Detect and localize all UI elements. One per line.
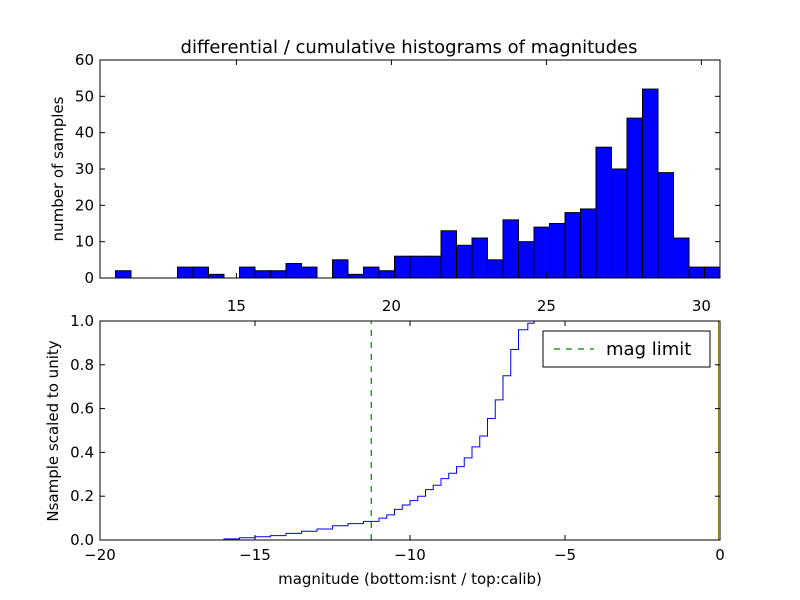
histogram-bar [704,266,721,279]
histogram-bar [363,266,380,279]
histogram-bar [394,255,411,279]
histogram-bar [239,266,256,279]
x-tick-label: 0 [715,546,725,564]
histogram-bar [285,262,302,279]
histogram-ticks: 0 10 20 30 40 50 60 15 20 25 30 [75,51,720,315]
y-tick-label: 0.2 [70,487,94,505]
histogram-bar [347,273,364,279]
y-tick-label: 50 [75,87,94,105]
cumulative-xlabel: magnitude (bottom:isnt / top:calib) [278,570,542,588]
histogram-bar [425,255,442,279]
histogram-bar [564,212,581,279]
histogram-bar [456,244,473,279]
y-tick-label: 20 [75,196,94,214]
histogram-bar [378,270,395,279]
histogram-bar [657,172,674,279]
histogram-bar [580,208,597,279]
histogram-bar [533,226,550,279]
histogram-ylabel: number of samples [49,96,67,241]
histogram-bar [332,259,349,279]
cumulative-lines [100,320,719,541]
histogram-bar [626,117,643,279]
histogram-title: differential / cumulative histograms of … [181,37,638,58]
histogram-bar [471,237,488,279]
y-tick-label: 0.6 [70,400,94,418]
legend: mag limit [542,330,711,368]
histogram-bar [595,146,612,279]
legend-label: mag limit [606,339,691,360]
histogram-bar [611,168,628,279]
histogram-bar [409,255,426,279]
histogram-frame [99,59,721,279]
y-tick-label: 0.0 [70,531,94,549]
histogram-bar [642,88,659,279]
histogram-bar [549,223,566,279]
histogram-bar [518,241,535,279]
x-tick-label: −10 [394,546,426,564]
x-tick-label: 25 [537,297,556,315]
histogram-bar [502,219,519,279]
histogram-bar [301,266,318,279]
histogram-bars [115,88,721,279]
y-tick-label: 1.0 [70,312,94,330]
y-tick-label: 0 [84,269,94,287]
y-tick-label: 60 [75,51,94,69]
histogram-panel: differential / cumulative histograms of … [49,37,721,315]
histogram-bar [254,270,271,279]
histogram-bar [673,237,690,279]
histogram-bar [208,273,225,279]
histogram-bar [688,266,705,279]
histogram-bar [270,270,287,279]
y-tick-label: 0.8 [70,356,94,374]
histogram-bar [440,230,457,279]
y-tick-label: 30 [75,160,94,178]
x-tick-label: 20 [382,297,401,315]
cumulative-frame [99,320,721,541]
x-tick-label: −5 [554,546,576,564]
histogram-bar [192,266,209,279]
x-tick-label: −20 [84,546,116,564]
y-tick-label: 10 [75,233,94,251]
histogram-bar [177,266,194,279]
cumulative-ylabel: Nsample scaled to unity [44,340,62,521]
histogram-bar [115,270,132,279]
histogram-bar [487,259,504,279]
cumulative-step-line [100,320,719,541]
x-tick-label: 30 [692,297,711,315]
x-tick-label: −15 [239,546,271,564]
x-tick-label: 15 [227,297,246,315]
y-tick-label: 40 [75,124,94,142]
cumulative-panel: 0.0 0.2 0.4 0.6 0.8 1.0 −20 −15 −10 −5 0 magnitude… [44,312,725,588]
y-tick-label: 0.4 [70,443,94,461]
